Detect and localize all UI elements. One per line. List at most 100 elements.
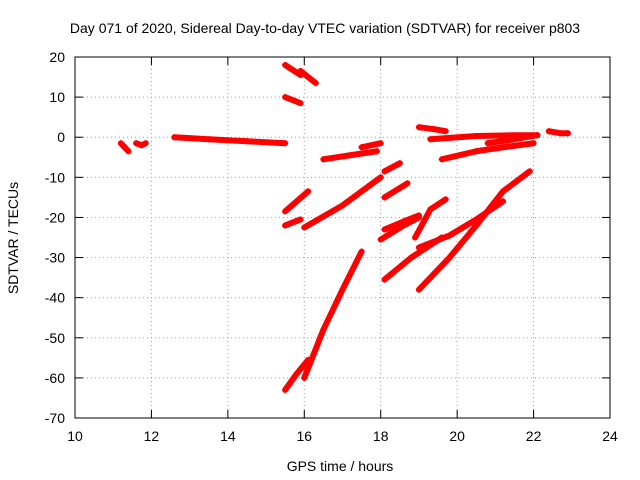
- y-tick-label: -30: [45, 250, 65, 266]
- data-point: [442, 196, 449, 203]
- y-tick-label: -20: [45, 209, 65, 225]
- data-point: [530, 140, 537, 147]
- y-tick-label: 10: [49, 89, 65, 105]
- data-point: [243, 138, 250, 145]
- data-point: [339, 286, 346, 293]
- data-point: [347, 152, 354, 159]
- data-point: [381, 276, 388, 283]
- chart-title: Day 071 of 2020, Sidereal Day-to-day VTE…: [70, 20, 580, 36]
- data-point: [377, 236, 384, 243]
- data-point: [282, 222, 289, 229]
- y-axis-label: SDTVAR / TECUs: [5, 182, 21, 294]
- data-point: [557, 130, 564, 137]
- data-point: [282, 62, 289, 69]
- data-point: [408, 254, 415, 261]
- data-point: [427, 136, 434, 143]
- x-tick-label: 16: [296, 428, 312, 444]
- data-point: [293, 198, 300, 205]
- data-track: [282, 216, 304, 229]
- data-track: [381, 160, 403, 175]
- x-tick-label: 12: [144, 428, 160, 444]
- data-point: [133, 140, 140, 147]
- data-point: [171, 134, 178, 141]
- data-point: [438, 156, 445, 163]
- data-point: [415, 212, 422, 219]
- data-point: [373, 148, 380, 155]
- data-point: [205, 136, 212, 143]
- data-point: [282, 386, 289, 393]
- data-point: [427, 206, 434, 213]
- data-track: [171, 134, 289, 147]
- data-point: [442, 128, 449, 135]
- data-point: [138, 142, 145, 149]
- data-point: [358, 248, 365, 255]
- data-point: [381, 194, 388, 201]
- data-point: [412, 234, 419, 241]
- data-point: [446, 254, 453, 261]
- data-point: [297, 100, 304, 107]
- data-point: [282, 208, 289, 215]
- data-point: [297, 68, 304, 75]
- data-point: [377, 174, 384, 181]
- data-point: [511, 136, 518, 143]
- x-tick-label: 24: [602, 428, 618, 444]
- data-point: [381, 168, 388, 175]
- data-track: [282, 94, 304, 107]
- x-tick-label: 18: [373, 428, 389, 444]
- data-point: [358, 144, 365, 151]
- x-tick-label: 22: [526, 428, 542, 444]
- data-track: [297, 68, 319, 87]
- data-point: [473, 148, 480, 155]
- data-marks: [117, 62, 571, 393]
- data-point: [500, 198, 506, 205]
- data-point: [500, 188, 506, 195]
- data-point: [301, 224, 308, 231]
- data-point: [320, 156, 327, 163]
- data-point: [125, 148, 132, 155]
- data-point: [297, 216, 304, 223]
- data-point: [415, 124, 422, 131]
- data-point: [312, 80, 319, 87]
- data-point: [282, 140, 289, 147]
- y-tick-label: 0: [57, 129, 65, 145]
- x-tick-label: 20: [449, 428, 465, 444]
- data-point: [431, 126, 438, 133]
- data-point: [142, 140, 149, 147]
- data-point: [400, 218, 407, 225]
- data-point: [500, 144, 506, 151]
- y-tick-label: -40: [45, 290, 65, 306]
- data-point: [396, 160, 403, 167]
- data-point: [534, 132, 541, 139]
- data-point: [473, 222, 480, 229]
- data-point: [545, 128, 552, 135]
- data-point: [484, 140, 491, 147]
- data-point: [293, 370, 300, 377]
- data-track: [438, 140, 537, 163]
- data-point: [121, 144, 128, 151]
- data-point: [320, 326, 327, 333]
- data-point: [415, 286, 422, 293]
- y-tick-label: 20: [49, 49, 65, 65]
- y-tick-label: -50: [45, 330, 65, 346]
- data-point: [473, 133, 480, 140]
- x-tick-label: 14: [220, 428, 236, 444]
- x-tick-labels: 10 12 14 16 18 20 22 24: [67, 428, 618, 444]
- x-axis-label: GPS time / hours: [287, 458, 394, 474]
- axis-ticks: [74, 56, 611, 419]
- data-track: [381, 180, 411, 201]
- y-tick-label: -10: [45, 169, 65, 185]
- data-point: [282, 94, 289, 101]
- data-point: [301, 374, 308, 381]
- x-tick-label: 10: [67, 428, 83, 444]
- data-point: [377, 140, 384, 147]
- grid-lines: [75, 57, 610, 418]
- data-point: [415, 244, 422, 251]
- y-tick-labels: 20 10 0 -10 -20 -30 -40 -50 -60 -70: [45, 49, 65, 426]
- data-track: [301, 248, 365, 381]
- y-tick-label: -70: [45, 410, 65, 426]
- data-point: [305, 188, 312, 195]
- data-point: [526, 168, 533, 175]
- data-point: [446, 232, 453, 239]
